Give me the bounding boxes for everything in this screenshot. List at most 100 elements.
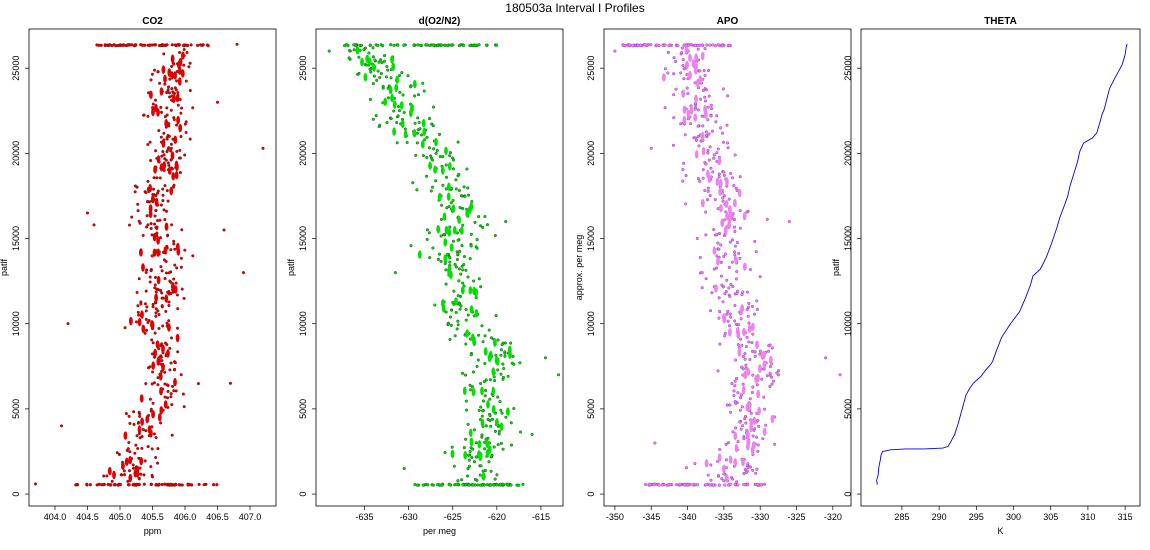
x-tick-label: 295: [969, 512, 984, 522]
data-point: [479, 405, 483, 409]
plot-area: [327, 43, 561, 487]
plot-area: [613, 43, 842, 487]
data-point: [136, 209, 140, 213]
data-point: [502, 366, 506, 371]
data-point: [130, 215, 134, 219]
data-point: [371, 46, 375, 50]
data-point: [471, 370, 476, 374]
y-tick-label: 5000: [11, 399, 21, 419]
data-point: [706, 118, 710, 122]
cluster-mark: [752, 416, 757, 425]
data-point: [672, 72, 676, 76]
data-point: [143, 302, 147, 306]
cluster-mark: [737, 188, 742, 198]
cluster-mark: [436, 225, 441, 234]
data-point: [733, 319, 737, 323]
data-point: [726, 309, 730, 314]
y-tick-label: 20000: [298, 141, 308, 166]
data-point: [733, 244, 737, 248]
data-point: [733, 384, 737, 388]
data-point: [477, 408, 481, 412]
cluster-mark: [478, 452, 483, 462]
panel-title: CO2: [142, 16, 163, 27]
data-point: [469, 388, 473, 392]
cluster-mark: [148, 209, 153, 219]
data-point: [495, 473, 499, 477]
band-point: [103, 43, 107, 47]
data-point: [148, 280, 152, 284]
data-point: [170, 433, 174, 437]
band-point: [457, 43, 461, 48]
data-point: [752, 427, 757, 431]
band-point: [174, 43, 178, 48]
data-point: [679, 71, 683, 75]
data-point: [710, 129, 715, 133]
data-point: [738, 408, 743, 412]
cluster-mark: [742, 327, 746, 337]
data-point: [736, 343, 740, 347]
data-point: [402, 110, 406, 115]
data-point: [722, 170, 726, 174]
data-point: [368, 97, 372, 101]
data-point: [518, 361, 522, 365]
data-point: [149, 78, 153, 82]
data-point: [749, 411, 753, 415]
cluster-mark: [733, 458, 738, 467]
outlier-point: [613, 49, 617, 53]
data-point: [159, 203, 163, 207]
data-point: [756, 418, 760, 422]
data-point: [175, 266, 179, 270]
data-point: [768, 365, 772, 369]
data-point: [165, 150, 169, 154]
data-point: [488, 414, 492, 418]
data-point: [680, 51, 684, 55]
data-point: [748, 357, 752, 361]
data-point: [140, 446, 144, 450]
data-point: [421, 81, 425, 85]
data-point: [179, 265, 183, 269]
x-tick-label: -325: [788, 512, 806, 522]
data-point: [684, 466, 688, 470]
data-point: [723, 252, 728, 256]
band-point: [436, 43, 440, 48]
data-point: [446, 252, 450, 256]
data-point: [161, 150, 165, 154]
data-point: [443, 451, 447, 455]
data-point: [136, 202, 140, 206]
data-point: [155, 287, 159, 291]
data-point: [465, 167, 469, 171]
data-point: [696, 108, 700, 112]
data-point: [722, 254, 726, 258]
data-point: [158, 176, 162, 180]
band-point: [705, 43, 709, 47]
data-point: [446, 322, 450, 326]
data-point: [461, 223, 465, 227]
data-point: [735, 269, 739, 274]
data-point: [160, 291, 164, 295]
data-point: [414, 153, 418, 157]
cluster-mark: [469, 305, 474, 314]
cluster-mark: [474, 288, 478, 297]
cluster-mark: [762, 427, 767, 437]
data-point: [155, 231, 159, 235]
data-point: [180, 287, 184, 291]
band-point: [149, 482, 154, 486]
data-point: [696, 134, 700, 139]
outlier-point: [787, 219, 791, 224]
x-tick-label: 407.0: [239, 512, 262, 522]
data-point: [726, 141, 730, 145]
data-point: [719, 274, 723, 278]
data-point: [448, 315, 453, 319]
data-point: [146, 179, 150, 183]
x-tick-label: -335: [715, 512, 733, 522]
data-point: [770, 382, 774, 386]
data-point: [413, 121, 417, 125]
x-axis-label: per meg: [423, 526, 456, 536]
cluster-mark: [718, 187, 723, 196]
data-point: [738, 209, 742, 213]
data-point: [144, 309, 148, 313]
data-point: [746, 305, 751, 309]
band-point: [126, 43, 130, 47]
data-point: [701, 168, 705, 172]
data-point: [457, 188, 461, 193]
